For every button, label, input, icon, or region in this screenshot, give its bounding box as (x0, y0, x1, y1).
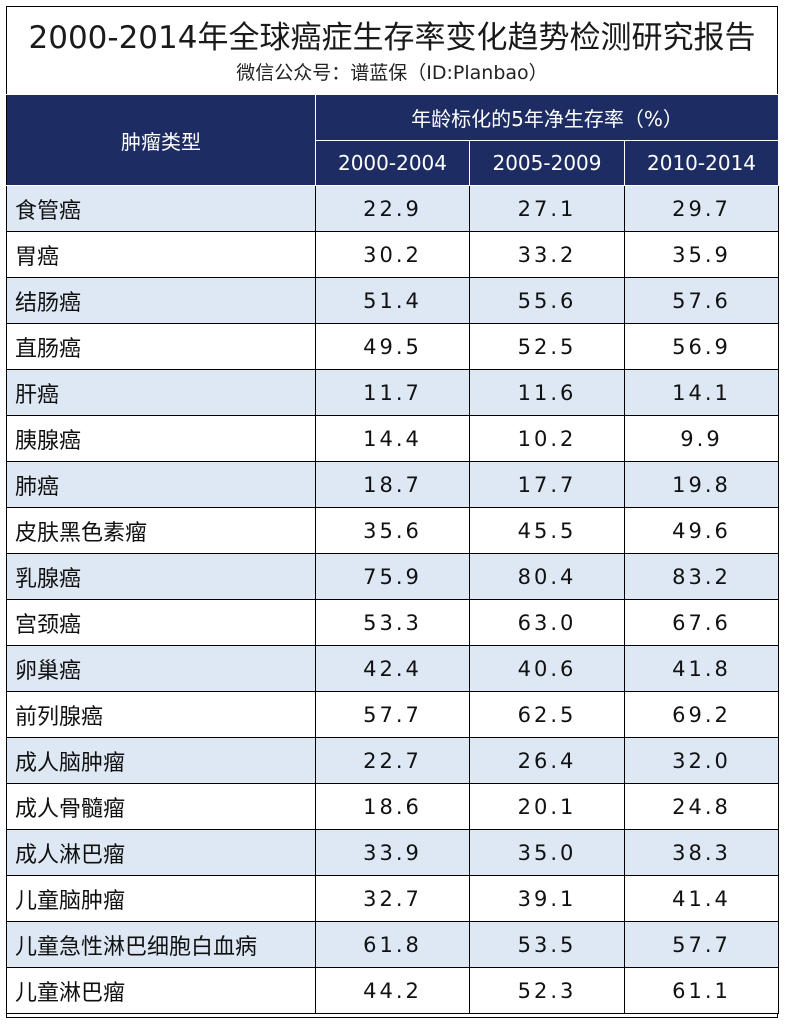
table-row: 成人淋巴瘤 33.9 35.0 38.3 (6, 829, 780, 876)
table-row: 胰腺癌 14.4 10.2 9.9 (6, 415, 780, 462)
survival-rate-cell: 9.9 (623, 415, 780, 462)
survival-rate-cell: 41.8 (623, 645, 780, 692)
survival-rate-cell: 44.2 (315, 967, 470, 1014)
tumor-type-cell: 儿童急性淋巴细胞白血病 (6, 921, 316, 968)
survival-rate-cell: 57.6 (623, 277, 780, 324)
survival-rate-cell: 41.4 (623, 875, 780, 922)
survival-rate-cell: 32.0 (623, 737, 780, 784)
survival-rate-cell: 67.6 (623, 599, 780, 646)
tumor-type-cell: 成人脑肿瘤 (6, 737, 316, 784)
survival-rate-cell: 40.6 (469, 645, 625, 692)
survival-rate-cell: 56.9 (623, 323, 780, 370)
period-header: 2010-2014 (623, 140, 780, 186)
table-row: 成人脑肿瘤 22.7 26.4 32.0 (6, 737, 780, 784)
survival-rate-cell: 55.6 (469, 277, 625, 324)
survival-rate-cell: 49.6 (623, 507, 780, 554)
table-row: 成人骨髓瘤 18.6 20.1 24.8 (6, 783, 780, 830)
survival-rate-cell: 42.4 (315, 645, 470, 692)
survival-rate-cell: 83.2 (623, 553, 780, 600)
survival-rate-cell: 11.6 (469, 369, 625, 416)
survival-rate-cell: 39.1 (469, 875, 625, 922)
survival-rate-cell: 75.9 (315, 553, 470, 600)
survival-rate-cell: 19.8 (623, 461, 780, 508)
survival-rate-cell: 24.8 (623, 783, 780, 830)
table-row: 直肠癌 49.5 52.5 56.9 (6, 323, 780, 370)
survival-rate-cell: 10.2 (469, 415, 625, 462)
tumor-type-cell: 乳腺癌 (6, 553, 316, 600)
table-row: 肝癌 11.7 11.6 14.1 (6, 369, 780, 416)
table-row: 肺癌 18.7 17.7 19.8 (6, 461, 780, 508)
tumor-type-cell: 儿童淋巴瘤 (6, 967, 316, 1014)
tumor-type-cell: 前列腺癌 (6, 691, 316, 738)
tumor-type-cell: 肺癌 (6, 461, 316, 508)
survival-rate-cell: 61.1 (623, 967, 780, 1014)
table-row: 食管癌 22.9 27.1 29.7 (6, 185, 780, 232)
tumor-type-cell: 成人骨髓瘤 (6, 783, 316, 830)
survival-rate-cell: 22.9 (315, 185, 470, 232)
table-row: 儿童脑肿瘤 32.7 39.1 41.4 (6, 875, 780, 922)
tumor-type-cell: 卵巢癌 (6, 645, 316, 692)
survival-rate-cell: 57.7 (623, 921, 780, 968)
table-row: 结肠癌 51.4 55.6 57.6 (6, 277, 780, 324)
survival-group-header: 年龄标化的5年净生存率（%） (314, 94, 780, 141)
survival-rate-cell: 63.0 (469, 599, 625, 646)
survival-rate-cell: 14.1 (623, 369, 780, 416)
survival-table: 肿瘤类型 年龄标化的5年净生存率（%） 2000-2004 2005-2009 … (6, 94, 780, 1014)
survival-rate-cell: 52.5 (469, 323, 625, 370)
tumor-type-cell: 食管癌 (6, 185, 316, 232)
survival-rate-cell: 35.0 (469, 829, 625, 876)
survival-rate-cell: 33.2 (469, 231, 625, 278)
tumor-type-cell: 结肠癌 (6, 277, 316, 324)
table-row: 儿童淋巴瘤 44.2 52.3 61.1 (6, 967, 780, 1014)
survival-rate-cell: 14.4 (315, 415, 470, 462)
survival-rate-cell: 35.9 (623, 231, 780, 278)
survival-rate-cell: 18.6 (315, 783, 470, 830)
survival-rate-cell: 49.5 (315, 323, 470, 370)
survival-rate-cell: 80.4 (469, 553, 625, 600)
tumor-type-header: 肿瘤类型 (6, 94, 316, 186)
tumor-type-cell: 成人淋巴瘤 (6, 829, 316, 876)
table-row: 儿童急性淋巴细胞白血病 61.8 53.5 57.7 (6, 921, 780, 968)
survival-rate-cell: 29.7 (623, 185, 780, 232)
survival-rate-cell: 35.6 (315, 507, 470, 554)
survival-rate-cell: 30.2 (315, 231, 470, 278)
table-row: 前列腺癌 57.7 62.5 69.2 (6, 691, 780, 738)
tumor-type-cell: 儿童脑肿瘤 (6, 875, 316, 922)
page-title: 2000-2014年全球癌症生存率变化趋势检测研究报告 (28, 20, 756, 56)
tumor-type-cell: 直肠癌 (6, 323, 316, 370)
table-body: 食管癌 22.9 27.1 29.7 胃癌 30.2 33.2 35.9 结肠癌 51.4 55.6… (6, 185, 780, 1014)
survival-rate-cell: 17.7 (469, 461, 625, 508)
table-row: 胃癌 30.2 33.2 35.9 (6, 231, 780, 278)
period-header: 2005-2009 (469, 140, 625, 186)
survival-rate-cell: 32.7 (315, 875, 470, 922)
survival-rate-cell: 18.7 (315, 461, 470, 508)
survival-rate-cell: 69.2 (623, 691, 780, 738)
survival-rate-cell: 26.4 (469, 737, 625, 784)
tumor-type-cell: 皮肤黑色素瘤 (6, 507, 316, 554)
tumor-type-cell: 肝癌 (6, 369, 316, 416)
survival-rate-cell: 22.7 (315, 737, 470, 784)
table-row: 皮肤黑色素瘤 35.6 45.5 49.6 (6, 507, 780, 554)
survival-rate-cell: 53.3 (315, 599, 470, 646)
period-header: 2000-2004 (315, 140, 470, 186)
table-row: 卵巢癌 42.4 40.6 41.8 (6, 645, 780, 692)
survival-rate-cell: 20.1 (469, 783, 625, 830)
survival-rate-cell: 38.3 (623, 829, 780, 876)
table-row: 乳腺癌 75.9 80.4 83.2 (6, 553, 780, 600)
survival-rate-cell: 57.7 (315, 691, 470, 738)
tumor-type-cell: 胰腺癌 (6, 415, 316, 462)
survival-rate-cell: 52.3 (469, 967, 625, 1014)
survival-rate-cell: 45.5 (469, 507, 625, 554)
survival-rate-cell: 11.7 (315, 369, 470, 416)
tumor-type-cell: 宫颈癌 (6, 599, 316, 646)
tumor-type-cell: 胃癌 (6, 231, 316, 278)
survival-rate-cell: 53.5 (469, 921, 625, 968)
survival-rate-cell: 33.9 (315, 829, 470, 876)
table-row: 宫颈癌 53.3 63.0 67.6 (6, 599, 780, 646)
survival-rate-cell: 51.4 (315, 277, 470, 324)
page-subtitle: 微信公众号：谱蓝保（ID:Planbao） (236, 62, 548, 84)
survival-rate-cell: 61.8 (315, 921, 470, 968)
survival-rate-cell: 62.5 (469, 691, 625, 738)
survival-rate-cell: 27.1 (469, 185, 625, 232)
